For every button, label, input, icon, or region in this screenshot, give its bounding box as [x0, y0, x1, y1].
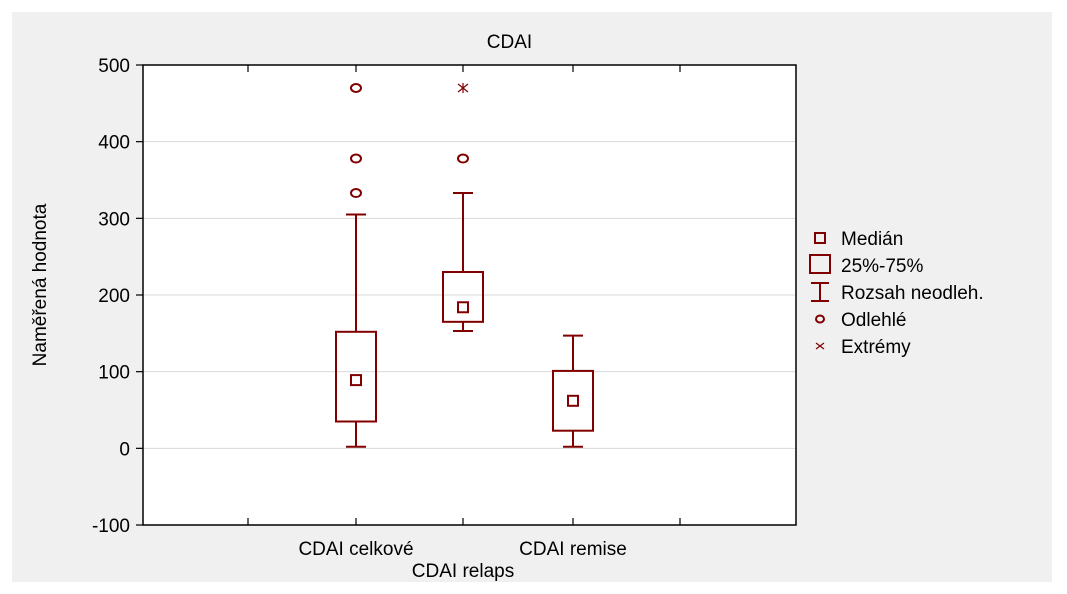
y-tick-label: 500: [98, 56, 130, 77]
outlier-point: [350, 153, 362, 164]
category-label: CDAI remise: [519, 539, 627, 560]
iqr-box: [335, 330, 377, 423]
y-tick-label: 400: [98, 133, 130, 154]
outlier-point: [350, 83, 362, 93]
iqr-box: [442, 271, 484, 323]
y-axis-title: Naměřená hodnota: [30, 203, 51, 366]
outlier-point: [457, 153, 469, 164]
legend-item: 25%-75%: [809, 254, 923, 277]
box-group: [442, 83, 484, 333]
legend-item: Medián: [814, 229, 903, 250]
legend-label: Rozsah neodleh.: [841, 283, 984, 304]
chart-title: CDAI: [487, 32, 532, 53]
y-tick-label: -100: [92, 516, 130, 537]
legend-item: Odlehlé: [815, 310, 907, 331]
y-tick-label: 300: [98, 209, 130, 230]
outlier-icon: [815, 314, 825, 324]
y-tick-label: 100: [98, 363, 130, 384]
legend-label: Odlehlé: [841, 310, 907, 331]
legend-label: Extrémy: [841, 337, 911, 358]
category-label: CDAI celkové: [298, 539, 413, 560]
outlier-point: [350, 188, 362, 199]
median-marker: [457, 301, 469, 314]
chart-figure: -100 0 100 200 300 400 500 CDAI celkové CDAI rel…: [12, 12, 1052, 582]
extreme-icon: [815, 342, 825, 350]
category-label: CDAI relaps: [412, 561, 514, 582]
box-group: [335, 83, 377, 448]
iqr-box: [552, 369, 594, 432]
legend-label: Medián: [841, 229, 903, 250]
median-marker: [567, 394, 579, 407]
legend-item: Extrémy: [815, 337, 911, 358]
legend-item: Rozsah neodleh.: [811, 282, 984, 304]
box-group: [552, 334, 594, 448]
legend-label: 25%-75%: [841, 256, 923, 277]
iqr-box-icon: [809, 254, 831, 274]
median-marker: [350, 374, 362, 387]
extreme-point: [457, 83, 469, 93]
y-tick-label: 0: [119, 439, 130, 460]
y-tick-label: 200: [98, 286, 130, 307]
median-marker-icon: [814, 232, 826, 244]
